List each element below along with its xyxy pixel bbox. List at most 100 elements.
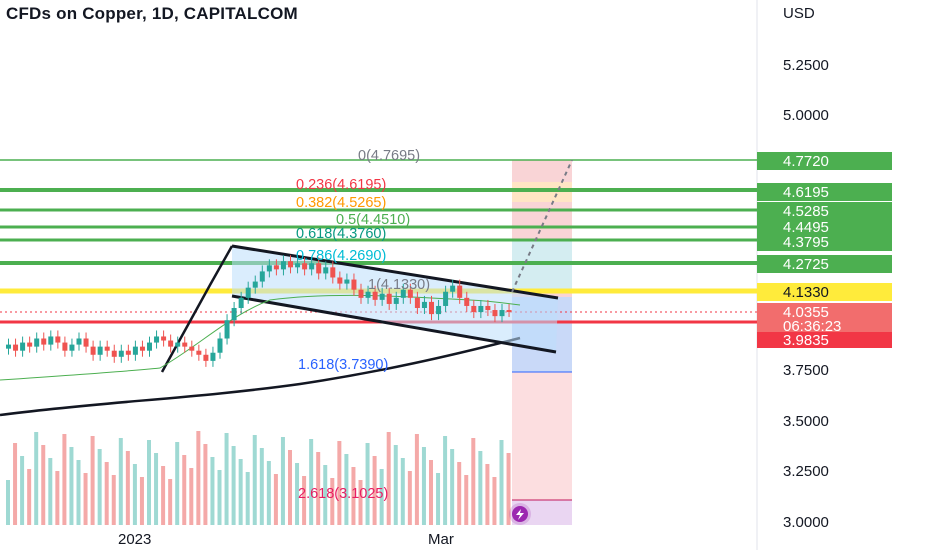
- candle-body[interactable]: [189, 346, 195, 351]
- candle-body[interactable]: [288, 261, 293, 268]
- projection-line[interactable]: [511, 159, 573, 293]
- candle-body[interactable]: [344, 279, 350, 284]
- candle-body[interactable]: [224, 320, 230, 339]
- candle-body[interactable]: [154, 336, 160, 343]
- candle-body[interactable]: [34, 338, 40, 347]
- candle-body[interactable]: [337, 277, 343, 284]
- candle-body[interactable]: [379, 293, 385, 300]
- price-tag-4449[interactable]: 4.4495: [757, 218, 892, 236]
- candle-body[interactable]: [295, 263, 301, 268]
- candle-body[interactable]: [132, 346, 138, 355]
- candle-body[interactable]: [83, 338, 89, 347]
- candle-body[interactable]: [485, 305, 491, 311]
- candle-body[interactable]: [316, 263, 322, 274]
- candle-body[interactable]: [182, 342, 188, 347]
- price-tag-4379[interactable]: 4.3795: [757, 233, 892, 251]
- candle-body[interactable]: [41, 338, 47, 345]
- volume-bar: [76, 460, 81, 525]
- candle-body[interactable]: [48, 336, 54, 345]
- volume-bar: [330, 478, 335, 525]
- candle-body[interactable]: [97, 346, 103, 355]
- candle-body[interactable]: [323, 267, 329, 274]
- candle-body[interactable]: [125, 350, 131, 355]
- candle-body[interactable]: [20, 342, 26, 351]
- candle-body[interactable]: [464, 297, 470, 306]
- candle-body[interactable]: [280, 261, 286, 270]
- candle-body[interactable]: [429, 301, 434, 315]
- candle-body[interactable]: [372, 291, 378, 300]
- price-tag-current-text: 4.0355: [783, 304, 829, 321]
- price-tag-4528[interactable]: 4.5285: [757, 202, 892, 220]
- candle-body[interactable]: [478, 305, 484, 313]
- candle-body[interactable]: [421, 301, 427, 308]
- candle-body[interactable]: [118, 350, 124, 357]
- candle-body[interactable]: [393, 297, 399, 304]
- volume-bar: [273, 474, 278, 525]
- candle-body[interactable]: [273, 265, 279, 270]
- candle-body[interactable]: [245, 287, 251, 298]
- candle-body[interactable]: [55, 336, 61, 343]
- candle-body[interactable]: [358, 289, 364, 298]
- candle-body[interactable]: [62, 342, 68, 351]
- volume-bar: [414, 434, 419, 525]
- channel-lower-line[interactable]: [231, 294, 557, 354]
- price-tag-4619[interactable]: 4.6195: [757, 183, 892, 201]
- candle-body[interactable]: [436, 305, 442, 315]
- channel-upper-line[interactable]: [231, 244, 559, 300]
- candle-body[interactable]: [386, 293, 392, 304]
- candle-body[interactable]: [203, 354, 209, 361]
- candle-body[interactable]: [330, 267, 336, 278]
- price-tag-4133[interactable]: 4.1330: [757, 283, 892, 301]
- candle-body[interactable]: [400, 289, 406, 298]
- candle-body[interactable]: [76, 338, 82, 345]
- fib-label-1618: 1.618(3.7390): [298, 357, 388, 373]
- volume-bar: [344, 454, 349, 525]
- candle-body[interactable]: [90, 346, 96, 355]
- volume-bar: [464, 475, 469, 525]
- candle-body[interactable]: [147, 342, 152, 351]
- candle-body[interactable]: [161, 336, 167, 341]
- candle-body[interactable]: [13, 344, 19, 351]
- volume-bar: [168, 479, 173, 525]
- candle-body[interactable]: [252, 281, 258, 288]
- price-tick-3500: 3.5000: [783, 413, 829, 430]
- candle-body[interactable]: [457, 285, 463, 298]
- candle-body[interactable]: [351, 279, 357, 290]
- candle-body[interactable]: [69, 344, 75, 351]
- candle-body[interactable]: [104, 346, 110, 351]
- volume-bar: [97, 449, 102, 525]
- candle-body[interactable]: [506, 310, 512, 313]
- candle-body[interactable]: [492, 310, 498, 317]
- price-tag-4272[interactable]: 4.2725: [757, 255, 892, 273]
- volume-bar: [90, 436, 95, 525]
- candle-body[interactable]: [471, 305, 477, 313]
- candle-body[interactable]: [168, 340, 174, 347]
- candle-body[interactable]: [259, 271, 265, 282]
- candle-body[interactable]: [210, 352, 216, 361]
- candle-body[interactable]: [6, 344, 11, 349]
- candle-body[interactable]: [111, 350, 117, 357]
- candle-body[interactable]: [217, 338, 223, 353]
- candle-body[interactable]: [175, 342, 181, 347]
- candle-body[interactable]: [443, 291, 449, 306]
- candle-body[interactable]: [499, 310, 505, 317]
- volume-bar: [210, 457, 215, 525]
- candle-body[interactable]: [414, 297, 420, 308]
- candle-body[interactable]: [27, 342, 33, 347]
- candle-body[interactable]: [266, 265, 272, 272]
- candle-body[interactable]: [450, 285, 456, 292]
- price-tag-3983[interactable]: 3.9835: [757, 332, 892, 349]
- candle-body[interactable]: [238, 297, 244, 308]
- candle-body[interactable]: [302, 263, 308, 270]
- price-tag-4772[interactable]: 4.7720: [757, 152, 892, 170]
- volume-bar: [506, 453, 511, 525]
- candle-body[interactable]: [407, 289, 413, 298]
- candle-body[interactable]: [309, 263, 315, 270]
- candle-body[interactable]: [231, 308, 237, 321]
- volume-bar: [154, 453, 159, 525]
- candle-body[interactable]: [365, 291, 371, 298]
- candle-body[interactable]: [139, 346, 145, 351]
- candle-body[interactable]: [196, 350, 202, 355]
